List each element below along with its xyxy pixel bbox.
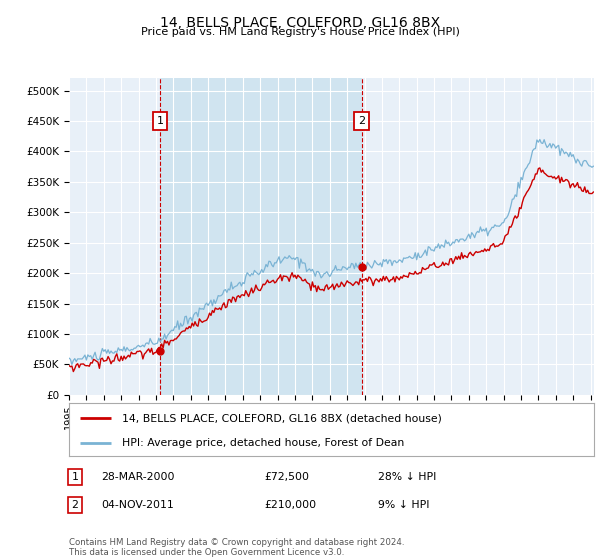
Text: Contains HM Land Registry data © Crown copyright and database right 2024.
This d: Contains HM Land Registry data © Crown c… — [69, 538, 404, 557]
Text: Price paid vs. HM Land Registry's House Price Index (HPI): Price paid vs. HM Land Registry's House … — [140, 27, 460, 37]
Text: 28-MAR-2000: 28-MAR-2000 — [101, 472, 175, 482]
Text: £72,500: £72,500 — [264, 472, 309, 482]
Text: 28% ↓ HPI: 28% ↓ HPI — [378, 472, 436, 482]
Text: 2: 2 — [358, 116, 365, 126]
Text: 1: 1 — [71, 472, 79, 482]
Text: 1: 1 — [157, 116, 164, 126]
Text: HPI: Average price, detached house, Forest of Dean: HPI: Average price, detached house, Fore… — [121, 438, 404, 448]
Bar — [160, 78, 362, 395]
Text: 14, BELLS PLACE, COLEFORD, GL16 8BX (detached house): 14, BELLS PLACE, COLEFORD, GL16 8BX (det… — [121, 413, 442, 423]
Text: 9% ↓ HPI: 9% ↓ HPI — [378, 500, 430, 510]
Text: £210,000: £210,000 — [264, 500, 316, 510]
Text: 2: 2 — [71, 500, 79, 510]
Text: 04-NOV-2011: 04-NOV-2011 — [101, 500, 173, 510]
Text: 14, BELLS PLACE, COLEFORD, GL16 8BX: 14, BELLS PLACE, COLEFORD, GL16 8BX — [160, 16, 440, 30]
